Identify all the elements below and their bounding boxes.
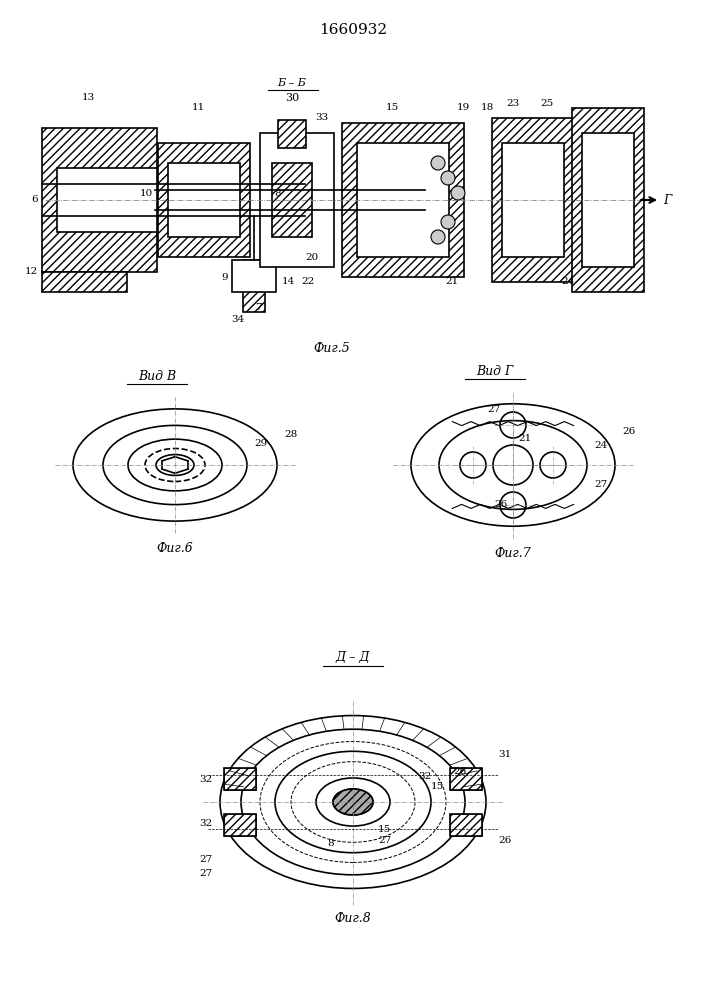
Text: 32: 32: [418, 772, 431, 781]
Text: 15: 15: [385, 104, 399, 112]
Circle shape: [441, 215, 455, 229]
Bar: [357, 143, 449, 257]
Text: 13: 13: [81, 94, 95, 103]
Bar: [582, 133, 634, 267]
Text: 14: 14: [281, 277, 295, 286]
Text: 26: 26: [494, 500, 508, 509]
Text: 21: 21: [518, 434, 531, 443]
Bar: [57, 168, 157, 232]
Text: 33: 33: [315, 113, 329, 122]
Bar: [224, 814, 256, 836]
Text: 32: 32: [200, 776, 213, 784]
Bar: [224, 768, 256, 790]
Bar: [168, 163, 240, 237]
Bar: [42, 272, 127, 292]
Bar: [243, 260, 265, 312]
Text: 30: 30: [285, 93, 299, 103]
Text: 27: 27: [594, 480, 607, 489]
Bar: [450, 814, 482, 836]
Text: 19: 19: [457, 104, 469, 112]
Bar: [450, 768, 482, 790]
Bar: [42, 128, 157, 272]
Text: 29: 29: [254, 439, 267, 448]
Text: Фиг.6: Фиг.6: [157, 542, 194, 555]
Bar: [224, 814, 256, 836]
Text: 25: 25: [540, 99, 554, 107]
Text: 27: 27: [200, 869, 213, 879]
Circle shape: [441, 171, 455, 185]
Text: 34: 34: [231, 316, 245, 324]
Text: 8: 8: [275, 190, 281, 198]
Text: 26: 26: [498, 836, 511, 845]
Text: 18: 18: [480, 104, 493, 112]
Bar: [158, 143, 250, 257]
Bar: [260, 133, 334, 267]
Bar: [572, 108, 644, 292]
Bar: [502, 143, 564, 257]
Text: 11: 11: [192, 104, 204, 112]
Text: 6: 6: [31, 196, 38, 205]
Text: 28: 28: [284, 430, 297, 439]
Text: Д – Д: Д – Д: [336, 651, 370, 664]
Text: Фиг.7: Фиг.7: [495, 547, 532, 560]
Text: 9: 9: [221, 272, 228, 282]
Text: 26: 26: [453, 767, 466, 776]
Text: 10: 10: [139, 190, 153, 198]
Circle shape: [431, 230, 445, 244]
Text: Б – Б: Б – Б: [278, 78, 306, 88]
Text: 7: 7: [255, 302, 262, 312]
Text: 32: 32: [200, 820, 213, 828]
Text: 26: 26: [622, 427, 636, 436]
Text: Фиг.8: Фиг.8: [334, 912, 371, 925]
Bar: [224, 768, 256, 790]
Text: Вид В: Вид В: [138, 370, 176, 383]
Text: 27: 27: [378, 836, 391, 845]
Circle shape: [431, 156, 445, 170]
Text: 15: 15: [431, 782, 444, 791]
Text: Фиг.5: Фиг.5: [314, 342, 351, 355]
Text: 15: 15: [378, 825, 391, 834]
Bar: [272, 163, 312, 237]
Text: 22: 22: [301, 277, 315, 286]
Bar: [278, 120, 306, 148]
Bar: [492, 118, 574, 282]
Text: 24: 24: [561, 277, 575, 286]
Text: 12: 12: [25, 267, 38, 276]
Text: 31: 31: [498, 750, 511, 759]
Text: 21: 21: [445, 277, 459, 286]
Text: 24: 24: [594, 441, 607, 450]
Circle shape: [451, 186, 465, 200]
Bar: [450, 814, 482, 836]
Text: 23: 23: [506, 99, 520, 107]
Text: 27: 27: [488, 406, 501, 414]
Bar: [450, 768, 482, 790]
Text: 1660932: 1660932: [319, 23, 387, 37]
Text: 8: 8: [327, 839, 334, 848]
Text: 20: 20: [305, 252, 319, 261]
Ellipse shape: [333, 789, 373, 815]
Bar: [342, 123, 464, 277]
Text: 27: 27: [200, 856, 213, 864]
Text: Вид Г: Вид Г: [477, 365, 513, 378]
Text: Г: Г: [663, 194, 671, 207]
Bar: [232, 260, 276, 292]
